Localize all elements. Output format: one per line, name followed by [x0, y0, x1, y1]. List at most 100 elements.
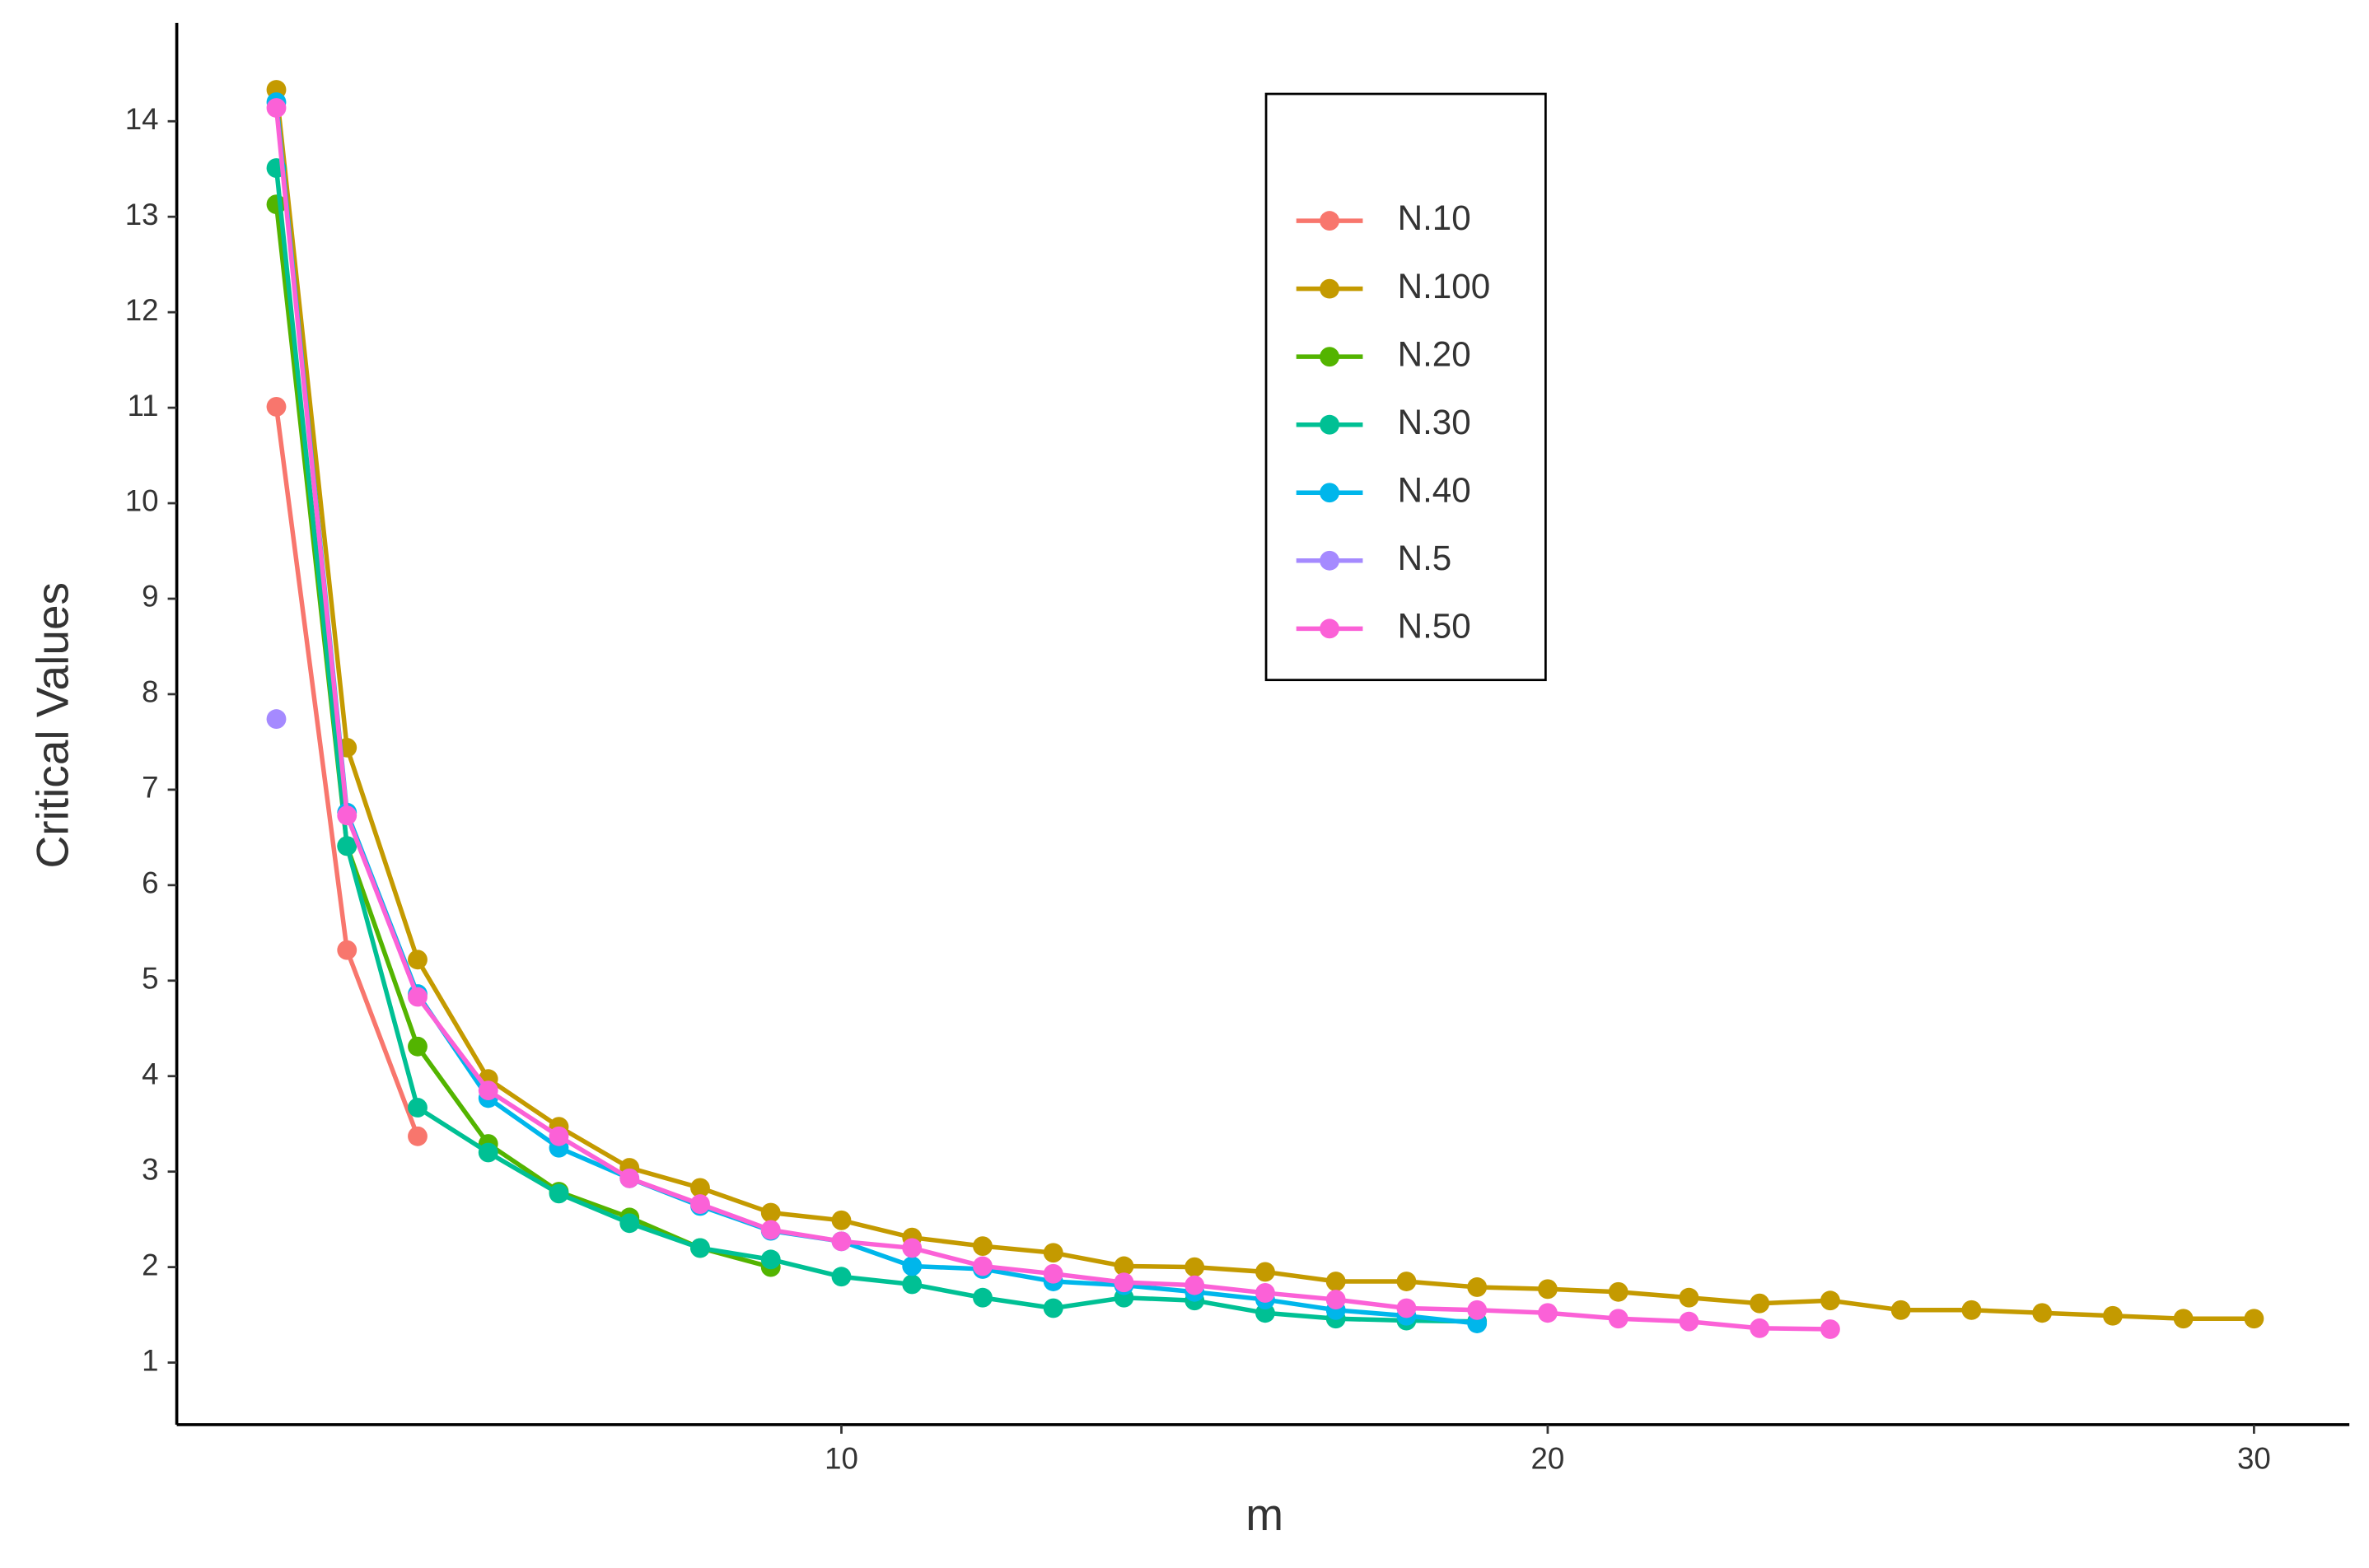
data-point [266, 709, 287, 730]
data-point [1114, 1272, 1134, 1293]
data-point [1255, 1283, 1275, 1303]
data-point [1679, 1311, 1699, 1332]
data-point [1679, 1287, 1699, 1308]
data-point [1184, 1257, 1205, 1277]
data-point [1396, 1298, 1417, 1318]
legend-marker [1320, 483, 1340, 503]
data-point [337, 940, 357, 960]
legend-marker [1320, 278, 1340, 299]
y-tick-label: 13 [125, 198, 159, 231]
y-tick-label: 14 [125, 102, 159, 136]
data-point [2102, 1305, 2123, 1326]
data-point [973, 1256, 993, 1276]
data-point [1325, 1272, 1346, 1291]
data-point [478, 1142, 498, 1163]
data-point [619, 1213, 640, 1234]
legend-label: N.20 [1398, 334, 1471, 373]
data-point [2244, 1309, 2264, 1329]
data-point [831, 1210, 852, 1230]
data-point [1396, 1272, 1417, 1291]
y-tick-label: 7 [142, 771, 158, 805]
data-point [1538, 1303, 1558, 1323]
series-line [273, 101, 1478, 1326]
data-point [408, 1126, 428, 1146]
data-point [760, 1202, 781, 1223]
data-point [1467, 1300, 1488, 1320]
legend-label: N.50 [1398, 606, 1471, 645]
series-line [273, 167, 1478, 1324]
data-point [690, 1178, 710, 1198]
data-point [2032, 1303, 2053, 1323]
y-tick-label: 5 [142, 961, 158, 995]
legend-label: N.100 [1398, 267, 1491, 306]
legend-marker [1320, 550, 1340, 571]
y-tick-label: 1 [142, 1343, 158, 1377]
data-point [408, 1036, 428, 1057]
data-point [266, 397, 287, 417]
legend-label: N.5 [1398, 539, 1452, 577]
data-point [408, 950, 428, 970]
legend-label: N.40 [1398, 470, 1471, 509]
data-point [831, 1231, 852, 1252]
data-point [478, 1080, 498, 1101]
data-point [1467, 1277, 1488, 1297]
data-point [1043, 1298, 1063, 1318]
data-point [408, 1098, 428, 1118]
data-point [1114, 1256, 1134, 1276]
y-tick-label: 12 [125, 293, 159, 327]
data-point [1325, 1290, 1346, 1309]
legend-marker [1320, 414, 1340, 435]
data-point [831, 1267, 852, 1287]
data-point [1890, 1300, 1911, 1320]
y-tick-label: 10 [125, 484, 159, 518]
y-tick-label: 9 [142, 580, 158, 614]
x-axis-title: m [1245, 1489, 1283, 1540]
data-point [1608, 1281, 1628, 1302]
data-point [1184, 1275, 1205, 1295]
y-tick-label: 11 [128, 389, 159, 422]
data-point [902, 1238, 923, 1258]
y-tick-label: 4 [142, 1057, 158, 1090]
data-point [2173, 1309, 2194, 1329]
data-point [1961, 1300, 1982, 1320]
data-point [1043, 1243, 1063, 1263]
data-point [1608, 1309, 1628, 1329]
legend-marker [1320, 618, 1340, 639]
data-point [1750, 1293, 1770, 1314]
data-point [337, 836, 357, 856]
data-point [549, 1126, 569, 1146]
x-tick-label: 30 [2237, 1442, 2271, 1476]
y-tick-label: 3 [142, 1152, 158, 1186]
data-point [1255, 1262, 1275, 1282]
data-point [973, 1236, 993, 1257]
legend-marker [1320, 211, 1340, 231]
data-point [902, 1274, 923, 1295]
data-point [690, 1194, 710, 1215]
data-point [549, 1183, 569, 1204]
legend-marker [1320, 347, 1340, 367]
data-point [337, 805, 357, 826]
data-point [1750, 1318, 1770, 1338]
data-point [266, 98, 287, 118]
data-point [1043, 1263, 1063, 1284]
data-point [1538, 1279, 1558, 1300]
x-tick-label: 20 [1531, 1442, 1565, 1476]
data-point [1820, 1319, 1840, 1339]
data-point [690, 1238, 710, 1258]
legend-label: N.30 [1398, 403, 1471, 441]
legend-box [1264, 92, 1547, 682]
y-tick-label: 8 [142, 675, 158, 709]
data-point [973, 1287, 993, 1308]
data-point [902, 1256, 923, 1276]
y-tick-label: 2 [142, 1248, 158, 1281]
y-tick-label: 6 [142, 866, 158, 900]
y-axis-title: Critical Values [26, 582, 77, 869]
data-point [760, 1249, 781, 1270]
data-point [760, 1220, 781, 1240]
data-point [408, 987, 428, 1007]
x-tick-label: 10 [825, 1442, 858, 1476]
legend-label: N.10 [1398, 198, 1471, 237]
data-point [1820, 1290, 1840, 1311]
